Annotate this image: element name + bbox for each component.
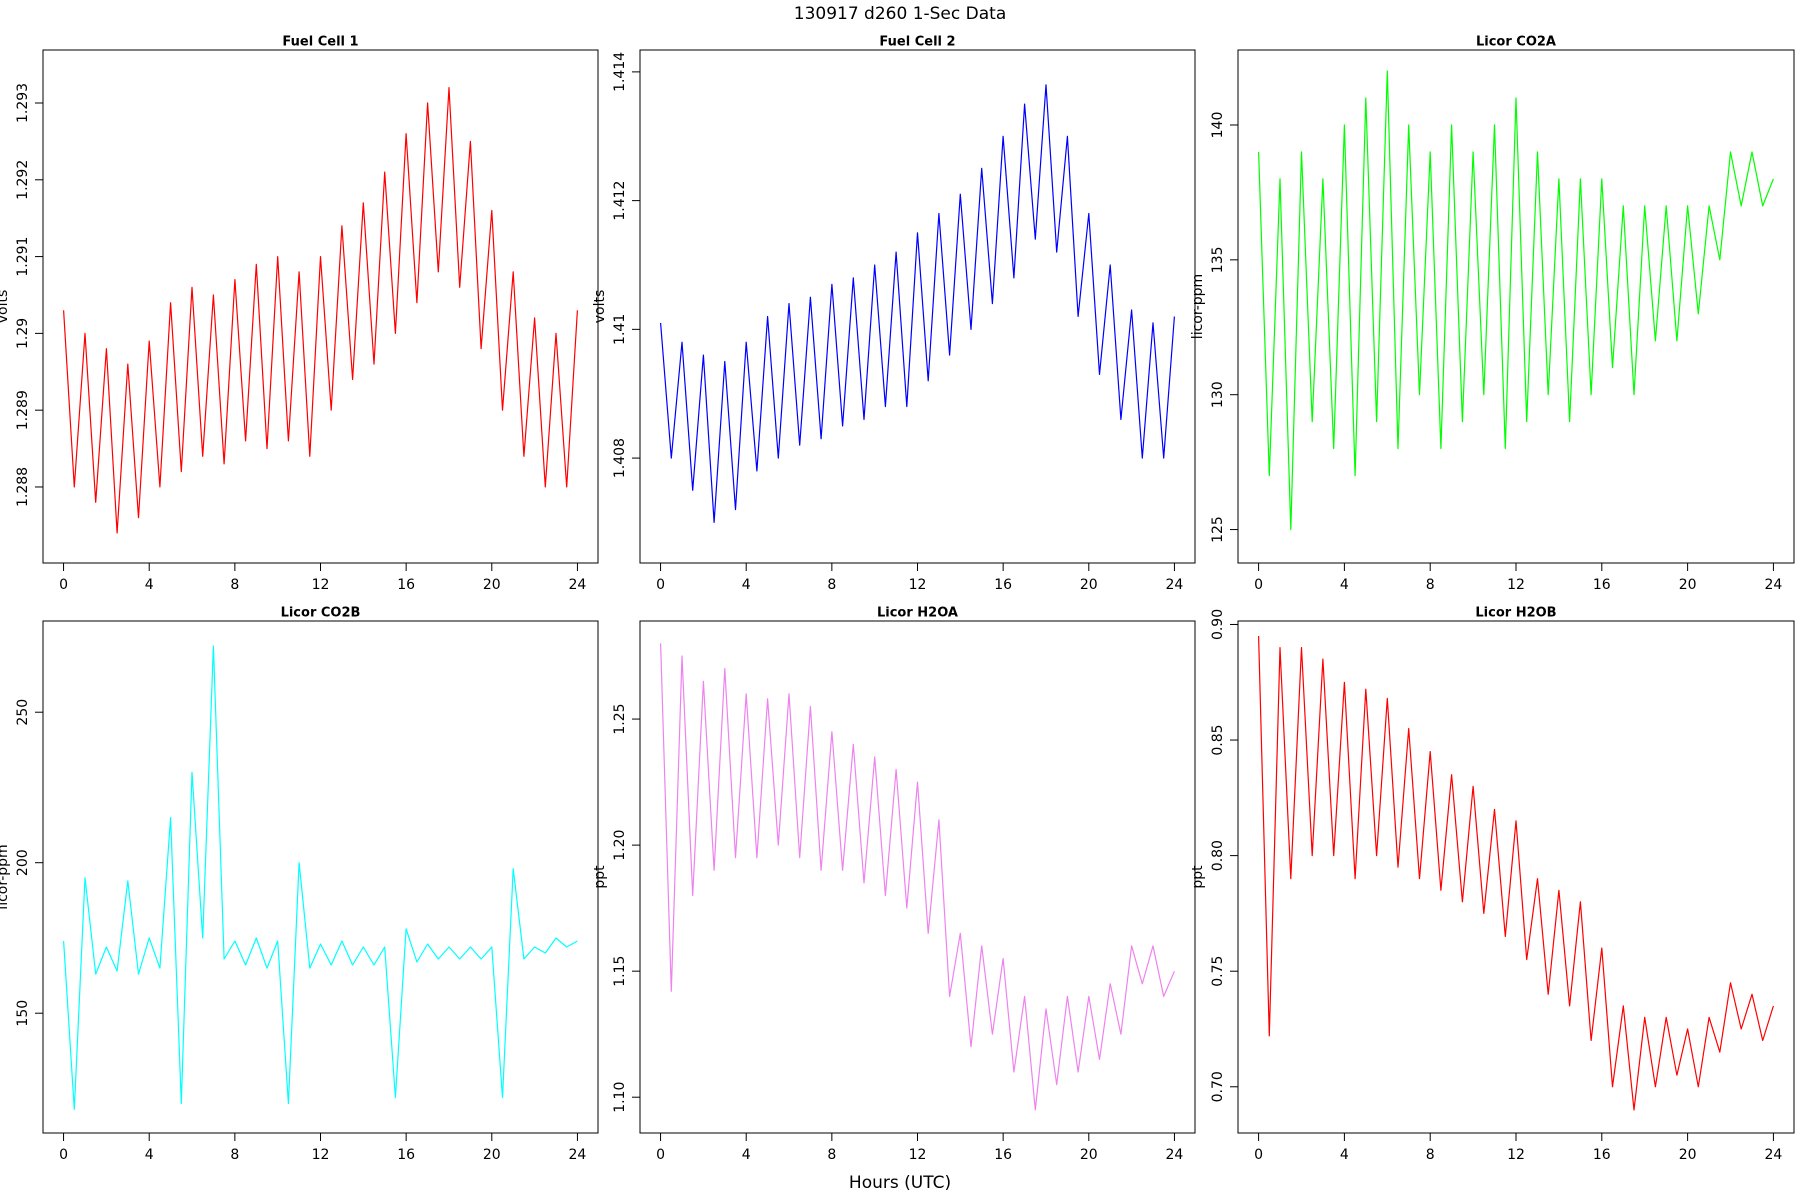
y-tick-label: 1.25 [612, 703, 628, 734]
x-tick-label: 8 [827, 577, 836, 593]
panel-title: Licor CO2A [1476, 35, 1556, 50]
y-tick-label: 125 [1210, 516, 1226, 543]
y-tick-label: 0.85 [1210, 724, 1226, 755]
x-tick-label: 16 [397, 1147, 415, 1163]
plot-box [639, 49, 1196, 564]
plot-box [1237, 49, 1795, 564]
y-tick-label: 0.70 [1210, 1071, 1226, 1102]
y-tick-label: 140 [1210, 112, 1226, 139]
x-tick-label: 0 [1254, 577, 1263, 593]
x-tick-label: 16 [397, 577, 415, 593]
x-tick-label: 16 [994, 1147, 1012, 1163]
x-tick-label: 24 [569, 577, 587, 593]
x-tick-label: 16 [1593, 1147, 1611, 1163]
data-line [660, 84, 1175, 523]
y-tick-label: 0.75 [1210, 956, 1226, 987]
x-tick-label: 20 [1080, 1147, 1098, 1163]
x-tick-label: 20 [1679, 577, 1697, 593]
x-tick-label: 20 [1679, 1147, 1697, 1163]
x-axis-label: Hours (UTC) [849, 1173, 951, 1193]
x-tick-label: 0 [59, 1147, 68, 1163]
x-tick-label: 8 [230, 577, 239, 593]
y-tick-label: 0.80 [1210, 840, 1226, 871]
plot-box [1237, 620, 1795, 1134]
y-tick-label: 1.414 [612, 52, 628, 92]
x-tick-label: 24 [1166, 1147, 1184, 1163]
figure-title: 130917 d260 1-Sec Data [794, 4, 1006, 24]
y-tick-label: 250 [15, 699, 31, 726]
x-tick-label: 8 [230, 1147, 239, 1163]
panel-title: Licor CO2B [281, 606, 361, 621]
x-tick-label: 12 [312, 577, 330, 593]
x-tick-label: 12 [909, 577, 927, 593]
y-tick-label: 1.292 [15, 160, 31, 200]
panel-title: Fuel Cell 1 [282, 35, 358, 50]
x-tick-label: 8 [827, 1147, 836, 1163]
y-tick-label: 1.291 [15, 237, 31, 277]
data-line [63, 645, 578, 1111]
y-tick-label: 1.288 [15, 467, 31, 507]
x-tick-label: 0 [59, 577, 68, 593]
x-tick-label: 4 [742, 1147, 751, 1163]
x-tick-label: 20 [1080, 577, 1098, 593]
data-line [63, 87, 578, 534]
x-tick-label: 16 [994, 577, 1012, 593]
x-tick-label: 24 [1166, 577, 1184, 593]
panel-title: Fuel Cell 2 [879, 35, 955, 50]
x-tick-label: 4 [1340, 577, 1349, 593]
x-tick-label: 4 [742, 577, 751, 593]
y-tick-label: 1.412 [612, 181, 628, 221]
panel-title: Licor H2OB [1475, 606, 1556, 621]
x-tick-label: 24 [1764, 577, 1782, 593]
y-tick-label: 1.408 [612, 438, 628, 478]
y-tick-label: 135 [1210, 246, 1226, 273]
y-tick-label: 1.10 [612, 1082, 628, 1113]
x-tick-label: 24 [1764, 1147, 1782, 1163]
y-tick-label: 1.293 [15, 83, 31, 123]
x-tick-label: 0 [656, 1147, 665, 1163]
y-tick-label: 1.20 [612, 830, 628, 861]
x-tick-label: 12 [1507, 1147, 1525, 1163]
y-axis-label: ppt [592, 865, 608, 889]
y-tick-label: 1.15 [612, 956, 628, 987]
data-line [1258, 70, 1774, 531]
x-tick-label: 4 [145, 577, 154, 593]
y-axis-label: ppt [1190, 865, 1206, 889]
y-axis-label: licor-ppm [1190, 274, 1206, 339]
y-tick-label: 0.90 [1210, 609, 1226, 640]
x-tick-label: 12 [312, 1147, 330, 1163]
x-tick-label: 20 [483, 1147, 501, 1163]
x-tick-label: 4 [145, 1147, 154, 1163]
panel-title: Licor H2OA [877, 606, 958, 621]
x-tick-label: 16 [1593, 577, 1611, 593]
y-tick-label: 1.41 [612, 314, 628, 345]
x-tick-label: 8 [1426, 1147, 1435, 1163]
x-tick-label: 24 [569, 1147, 587, 1163]
y-tick-label: 1.29 [15, 318, 31, 349]
x-tick-label: 12 [1507, 577, 1525, 593]
data-line [1258, 635, 1774, 1111]
y-tick-label: 200 [15, 849, 31, 876]
y-tick-label: 150 [15, 1000, 31, 1027]
x-tick-label: 0 [1254, 1147, 1263, 1163]
x-tick-label: 4 [1340, 1147, 1349, 1163]
x-tick-label: 0 [656, 577, 665, 593]
x-tick-label: 8 [1426, 577, 1435, 593]
y-axis-label: volts [592, 290, 608, 324]
y-axis-label: licor-ppm [0, 844, 11, 909]
y-axis-label: volts [0, 290, 11, 324]
y-tick-label: 130 [1210, 381, 1226, 408]
x-tick-label: 12 [909, 1147, 927, 1163]
data-line [660, 643, 1175, 1111]
x-tick-label: 20 [483, 577, 501, 593]
y-tick-label: 1.289 [15, 390, 31, 430]
